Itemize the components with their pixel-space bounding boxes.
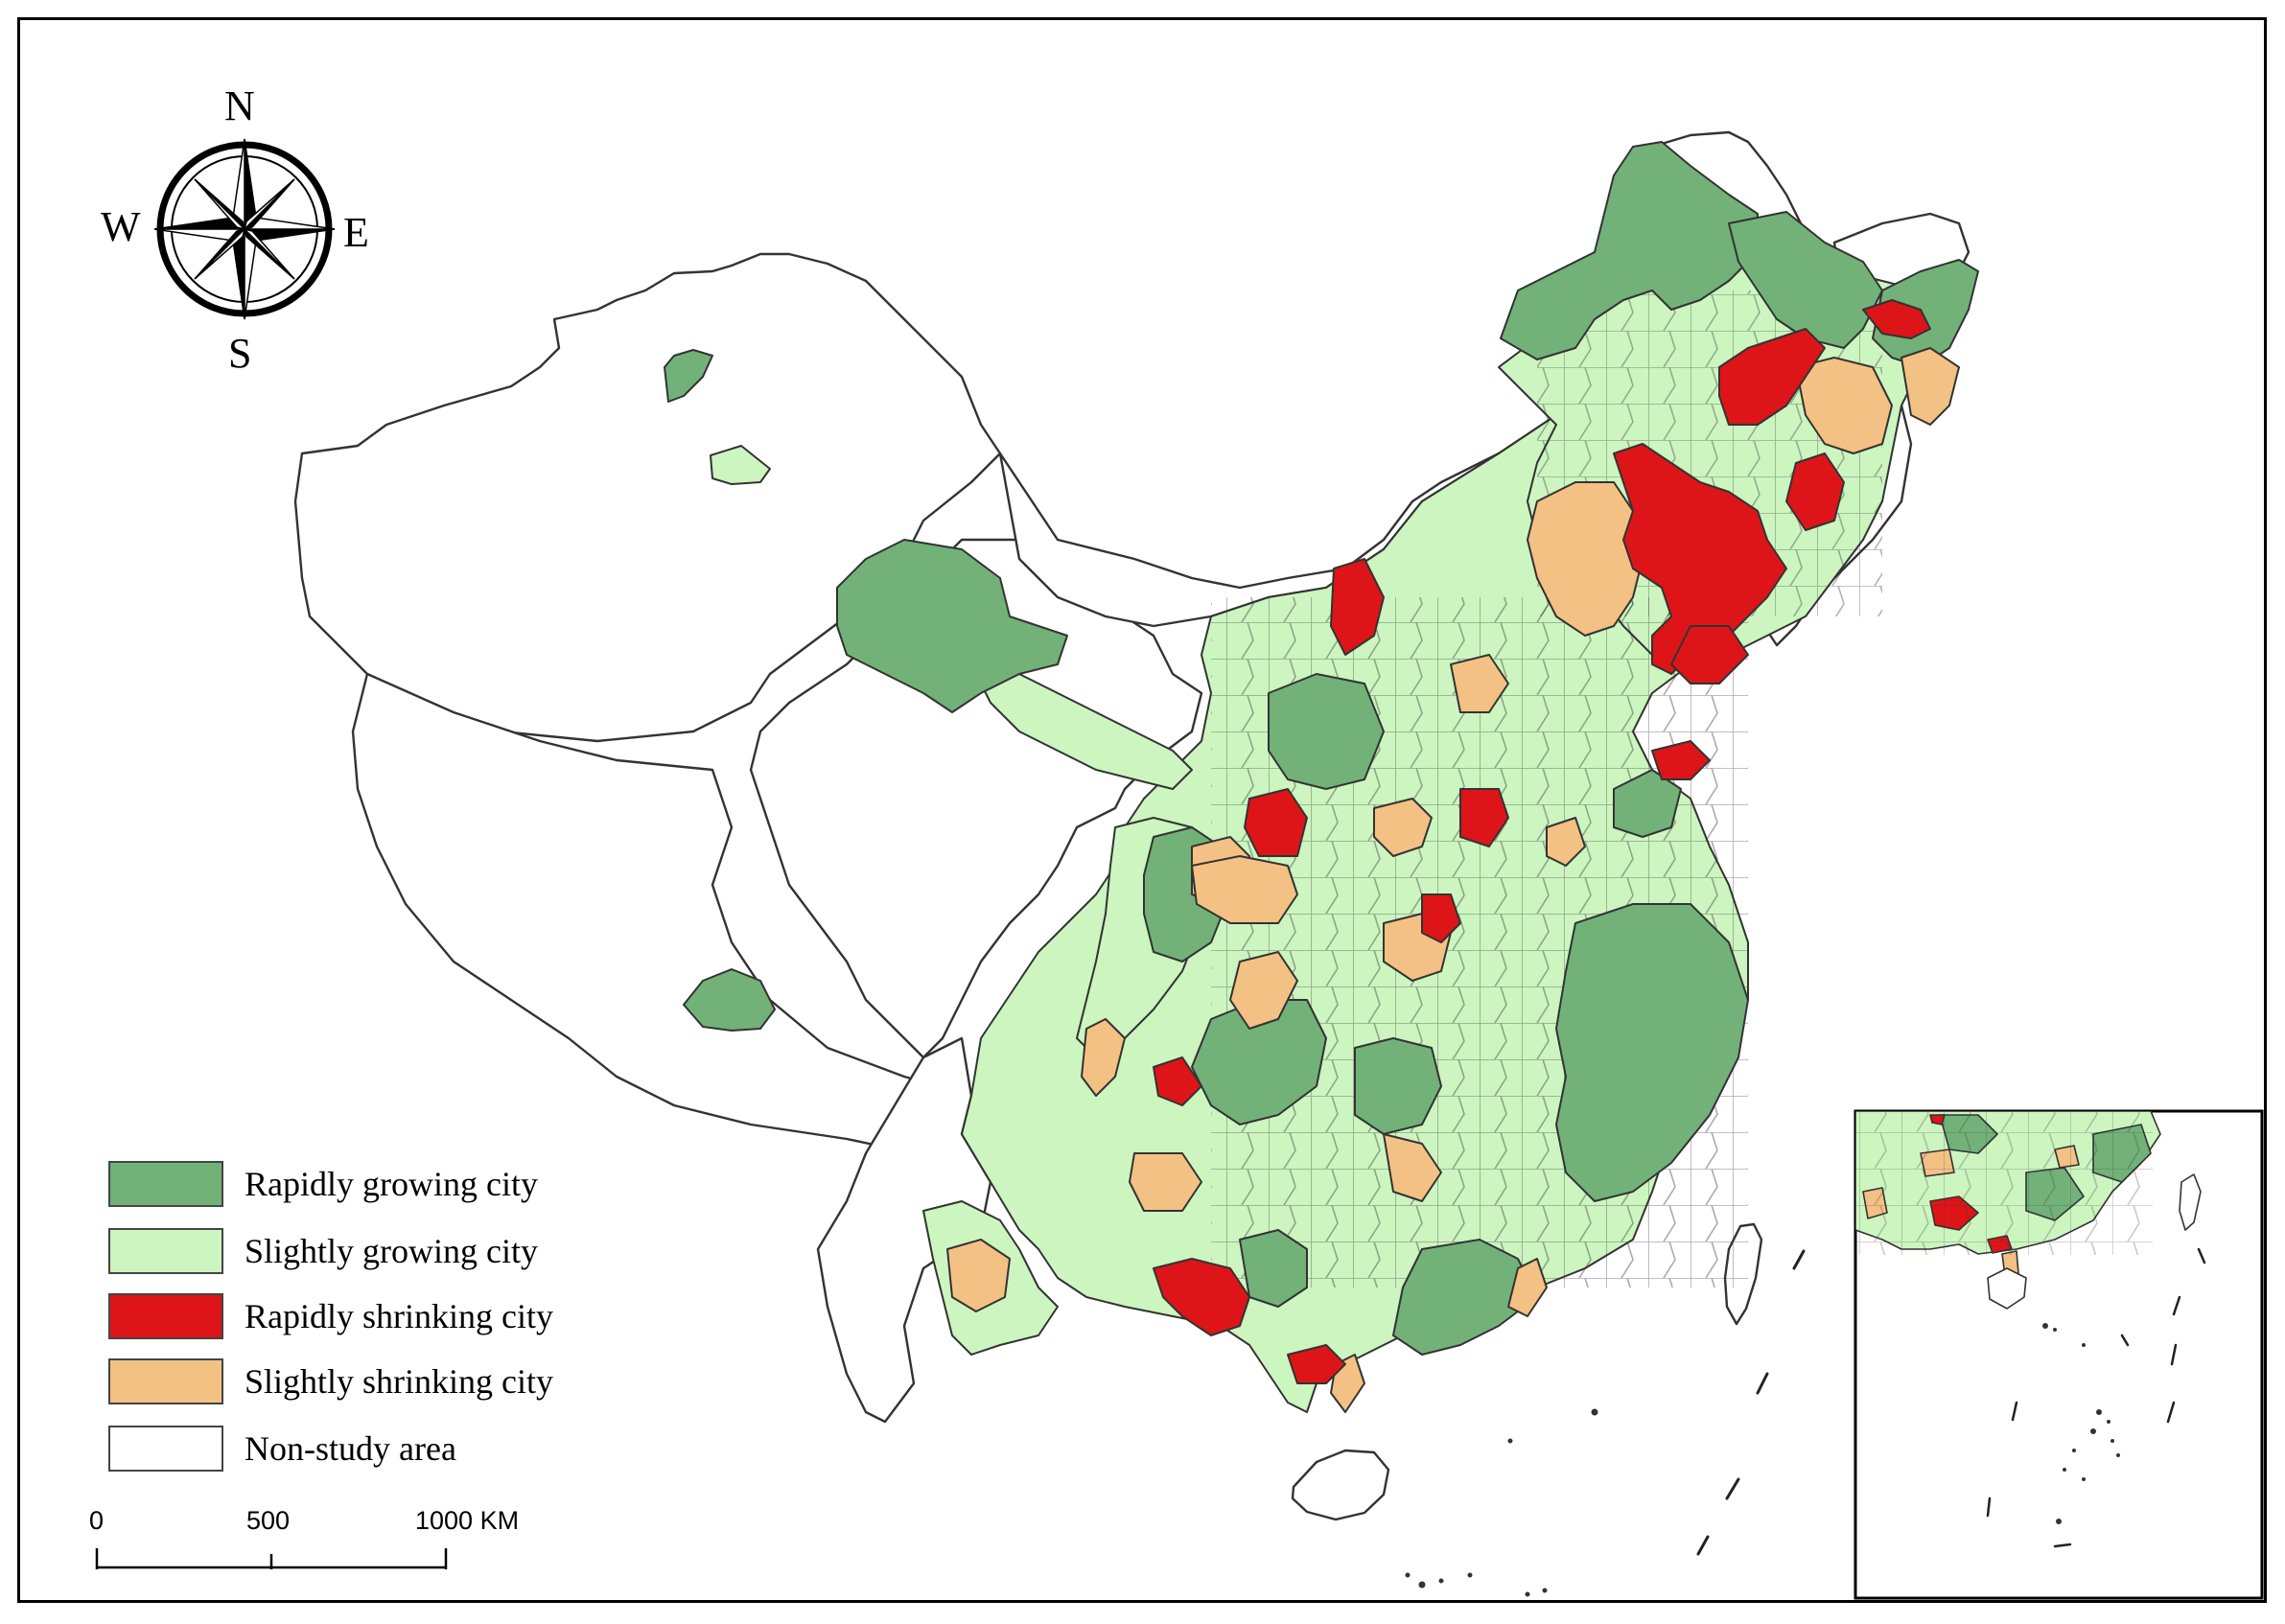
region-tibet-city (683, 968, 776, 1032)
region-jilin-red-b (1785, 452, 1845, 531)
region-gansu-corridor (970, 663, 1193, 790)
region-heilongjiang-east (1872, 259, 1979, 368)
region-guangdong-a (1507, 1258, 1548, 1317)
scale-label-0: 0 (89, 1506, 105, 1535)
region-shandong-red (1651, 740, 1711, 780)
legend-swatch (108, 1161, 223, 1207)
scale-bar (95, 1548, 448, 1569)
scale-label-1000: 1000 KM (415, 1506, 520, 1535)
legend-label: Rapidly growing city (245, 1165, 538, 1203)
region-xinjiang-north-small (664, 349, 713, 403)
legend-item-slightly-shrinking: Slightly shrinking city (108, 1357, 553, 1406)
region-shandong-cluster (1613, 769, 1682, 838)
inset-hainan (1987, 1267, 2027, 1310)
compass-north-label: N (224, 82, 255, 129)
region-heilongjiang-red-b (1862, 299, 1931, 339)
legend-item-slightly-growing: Slightly growing city (108, 1226, 538, 1276)
china-city-map (95, 130, 2264, 1600)
slightly-shrinking-regions (946, 347, 1960, 1413)
legend-label: Slightly growing city (245, 1232, 538, 1270)
region-henan-red (1421, 893, 1461, 943)
legend-swatch (108, 1293, 223, 1339)
region-sichuan-a (1081, 1018, 1126, 1097)
region-hainan (1291, 1449, 1390, 1521)
region-shaanxi-red (1244, 788, 1308, 857)
region-hebei-a (1450, 654, 1509, 713)
compass-rose-icon (153, 138, 336, 320)
region-hunan-a (1383, 1133, 1442, 1202)
legend-swatch (108, 1358, 223, 1404)
legend-item-rapidly-growing: Rapidly growing city (108, 1159, 538, 1209)
region-guangxi-cluster (1239, 1229, 1308, 1308)
region-yunnan-a (946, 1239, 1011, 1312)
offshore-islands (1405, 1408, 1598, 1597)
region-liaoning-red (1670, 625, 1749, 684)
nine-dash-line (1696, 1249, 1806, 1556)
inset-taiwan (2179, 1173, 2202, 1231)
legend-label: Rapidly shrinking city (245, 1297, 553, 1335)
region-guangxi-red (1287, 1344, 1346, 1384)
region-gansu-a (1191, 855, 1298, 924)
region-shandong-a (1546, 817, 1586, 867)
region-sichuan-red (1153, 1056, 1202, 1106)
compass-south-label: S (228, 330, 252, 377)
region-heilongjiang-south (1900, 347, 1960, 426)
legend-swatch (108, 1426, 223, 1472)
inset-islands (2042, 1323, 2120, 1524)
region-east-coast-cluster (1555, 903, 1749, 1202)
region-inner-mongolia-red (1330, 558, 1385, 656)
rapidly-growing-regions (664, 141, 1979, 1356)
compass-east-label: E (343, 209, 369, 256)
region-shanxi-b (1373, 798, 1433, 857)
south-china-sea-inset (1854, 1109, 2264, 1600)
legend-item-non-study: Non-study area (108, 1424, 456, 1473)
region-inner-mongolia-east (1527, 481, 1644, 637)
map-frame: N S E W Rapidly growing city Slightly gr… (17, 17, 2267, 1603)
inset-cell-grid (1855, 1111, 2153, 1255)
rapidly-shrinking-regions (1153, 299, 1931, 1384)
region-shaanxi-cluster (1268, 673, 1385, 790)
region-hebei-red (1459, 788, 1509, 847)
region-heilongjiang-northeast (1728, 211, 1883, 349)
region-guangdong-cluster (1392, 1239, 1538, 1356)
region-guangxi-a (1129, 1152, 1202, 1212)
region-chongqing-a (1229, 951, 1298, 1030)
region-xinjiang-small (710, 445, 771, 485)
region-xinjiang-city (836, 539, 1068, 713)
scale-label-500: 500 (246, 1506, 291, 1535)
region-yunnan-red (1153, 1258, 1250, 1336)
legend-item-rapidly-shrinking: Rapidly shrinking city (108, 1291, 553, 1341)
region-jilin-east (1795, 357, 1893, 454)
region-north-central (749, 538, 1203, 1059)
compass-west-label: W (101, 203, 141, 250)
region-heilongjiang-north (1500, 141, 1759, 360)
legend-label: Slightly shrinking city (245, 1362, 554, 1401)
inset-dash-line (1986, 1247, 2206, 1548)
legend-swatch (108, 1228, 223, 1274)
legend-label: Non-study area (245, 1429, 456, 1468)
region-hunan-cluster (1354, 1037, 1442, 1135)
region-heilongjiang-red-a (1718, 328, 1826, 426)
